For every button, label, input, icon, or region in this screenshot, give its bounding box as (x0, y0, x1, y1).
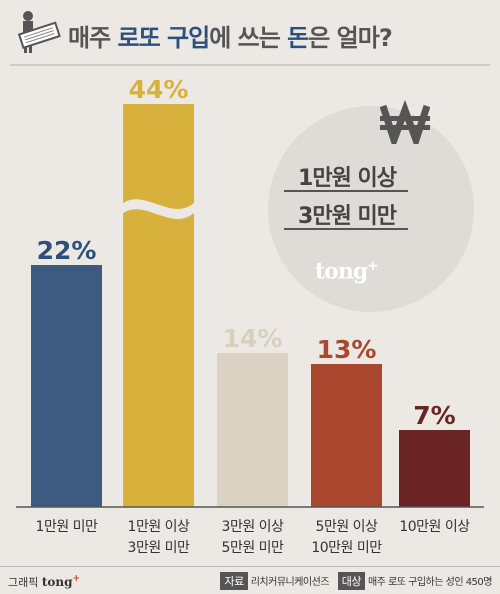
header: 매주 로또 구입에 쓰는 돈은 얼마? (0, 0, 500, 70)
category-label-4-1: 5만원 이상 (316, 519, 378, 535)
category-label-2-2: 3만원 미만 (128, 540, 190, 556)
value-label-1: 22% (37, 236, 97, 265)
category-label-3-2: 5만원 미만 (222, 540, 284, 556)
won-currency-icon (380, 100, 430, 144)
target-value: 매주 로또 구입하는 성인 450명 (367, 577, 493, 588)
bar-1 (31, 265, 102, 507)
footer-brand: tong+ (41, 574, 81, 589)
bar-4 (311, 364, 382, 507)
callout-line-1: 1만원 이상 (298, 166, 397, 191)
value-label-3: 14% (223, 324, 283, 353)
lottery-ticket-person-icon (17, 11, 61, 53)
target-tag: 대상 (337, 572, 365, 590)
value-label-2: 44% (129, 75, 189, 104)
footer: 그래픽 tong+ 자료 리치커뮤니케이션즈 대상 매주 로또 구입하는 성인 45… (0, 566, 500, 594)
callout-brand-watermark: tong+ (315, 258, 379, 285)
category-label-2-1: 1만원 이상 (128, 519, 190, 535)
source-tag: 자료 (220, 572, 248, 590)
graphic-label: 그래픽 (8, 576, 39, 589)
source-value: 리치커뮤니케이션즈 (250, 577, 330, 588)
bar-chart: 22% 1만원 미만 44% 1만원 이상 3만원 미만 14% 3만원 이상 5만원 미만 1… (16, 75, 484, 556)
callout-circle (268, 106, 474, 312)
value-label-4: 13% (317, 335, 377, 364)
value-label-5: 7% (413, 401, 455, 430)
chart-title: 매주 로또 구입에 쓰는 돈은 얼마? (68, 24, 393, 52)
footer-credit: 그래픽 tong+ (8, 574, 80, 590)
callout-underline-2 (284, 228, 408, 230)
axis-break-mark (121, 199, 196, 219)
bar-2 (123, 104, 194, 507)
callout-line-2: 3만원 미만 (298, 204, 397, 229)
category-label-4-2: 10만원 미만 (311, 540, 382, 556)
bar-3 (217, 353, 288, 507)
callout-underline-1 (284, 190, 408, 192)
category-label-1-1: 1만원 미만 (36, 519, 98, 535)
title-divider (10, 64, 490, 66)
footer-source: 자료 리치커뮤니케이션즈 대상 매주 로또 구입하는 성인 450명 (220, 572, 493, 590)
category-label-3-1: 3만원 이상 (222, 519, 284, 535)
category-label-5-1: 10만원 이상 (399, 519, 470, 535)
bar-5 (399, 430, 470, 507)
